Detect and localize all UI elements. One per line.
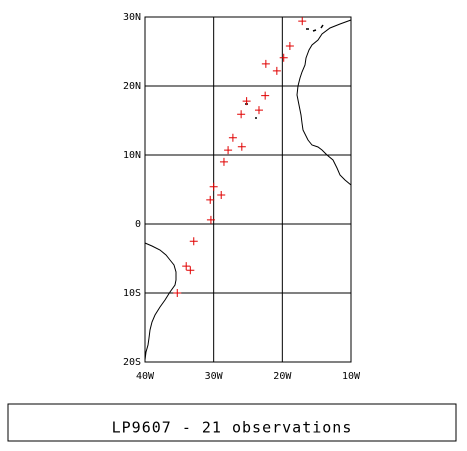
observation — [285, 41, 294, 50]
observation — [228, 133, 237, 142]
y-tick-label: 20S — [123, 357, 141, 368]
y-tick-label: 10S — [123, 288, 141, 299]
islands — [245, 24, 324, 119]
observation — [173, 289, 182, 297]
y-tick-label: 10N — [123, 150, 141, 161]
observation — [206, 215, 215, 224]
y-tick-label: 20N — [123, 81, 141, 92]
caption-box — [7, 403, 457, 442]
africa-coast — [296, 19, 352, 186]
x-tick-label: 40W — [136, 371, 155, 382]
observation — [279, 53, 288, 62]
observation — [189, 237, 198, 246]
caption: LP9607 - 21 observations — [112, 419, 353, 437]
observation — [298, 17, 307, 26]
plot-frame — [144, 16, 352, 363]
y-tick-label: 30N — [123, 12, 141, 23]
observation — [237, 142, 246, 151]
observation — [272, 66, 281, 75]
observation — [224, 146, 233, 155]
observation — [209, 182, 218, 191]
observation — [206, 195, 215, 204]
observation — [242, 97, 251, 106]
observation — [237, 110, 246, 119]
south-america-coast — [144, 242, 177, 361]
x-tick-label: 10W — [342, 371, 361, 382]
observation — [261, 59, 270, 68]
observation — [182, 262, 191, 271]
observation — [217, 191, 226, 200]
x-tick-label: 20W — [273, 371, 292, 382]
observation — [219, 157, 228, 166]
observation — [261, 91, 270, 100]
observation — [254, 106, 263, 115]
y-tick-label: 0 — [135, 219, 141, 230]
x-tick-label: 30W — [205, 371, 224, 382]
observation — [186, 266, 195, 275]
